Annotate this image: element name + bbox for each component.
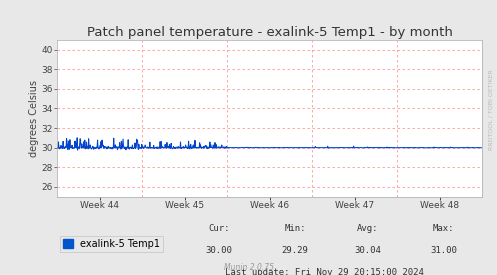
Text: Cur:: Cur: [208,224,230,233]
Title: Patch panel temperature - exalink-5 Temp1 - by month: Patch panel temperature - exalink-5 Temp… [86,26,453,39]
Legend: exalink-5 Temp1: exalink-5 Temp1 [60,236,163,252]
Text: Max:: Max: [433,224,455,233]
Text: 30.04: 30.04 [354,246,381,255]
Text: Avg:: Avg: [357,224,378,233]
Text: 29.29: 29.29 [282,246,309,255]
Text: Min:: Min: [284,224,306,233]
Text: 30.00: 30.00 [205,246,232,255]
Text: Munin 2.0.75: Munin 2.0.75 [224,263,273,272]
Text: RRDTOOL / TOBI OETIKER: RRDTOOL / TOBI OETIKER [489,70,494,150]
Text: 31.00: 31.00 [430,246,457,255]
Y-axis label: degrees Celsius: degrees Celsius [29,80,39,157]
Text: Last update: Fri Nov 29 20:15:00 2024: Last update: Fri Nov 29 20:15:00 2024 [226,268,424,275]
